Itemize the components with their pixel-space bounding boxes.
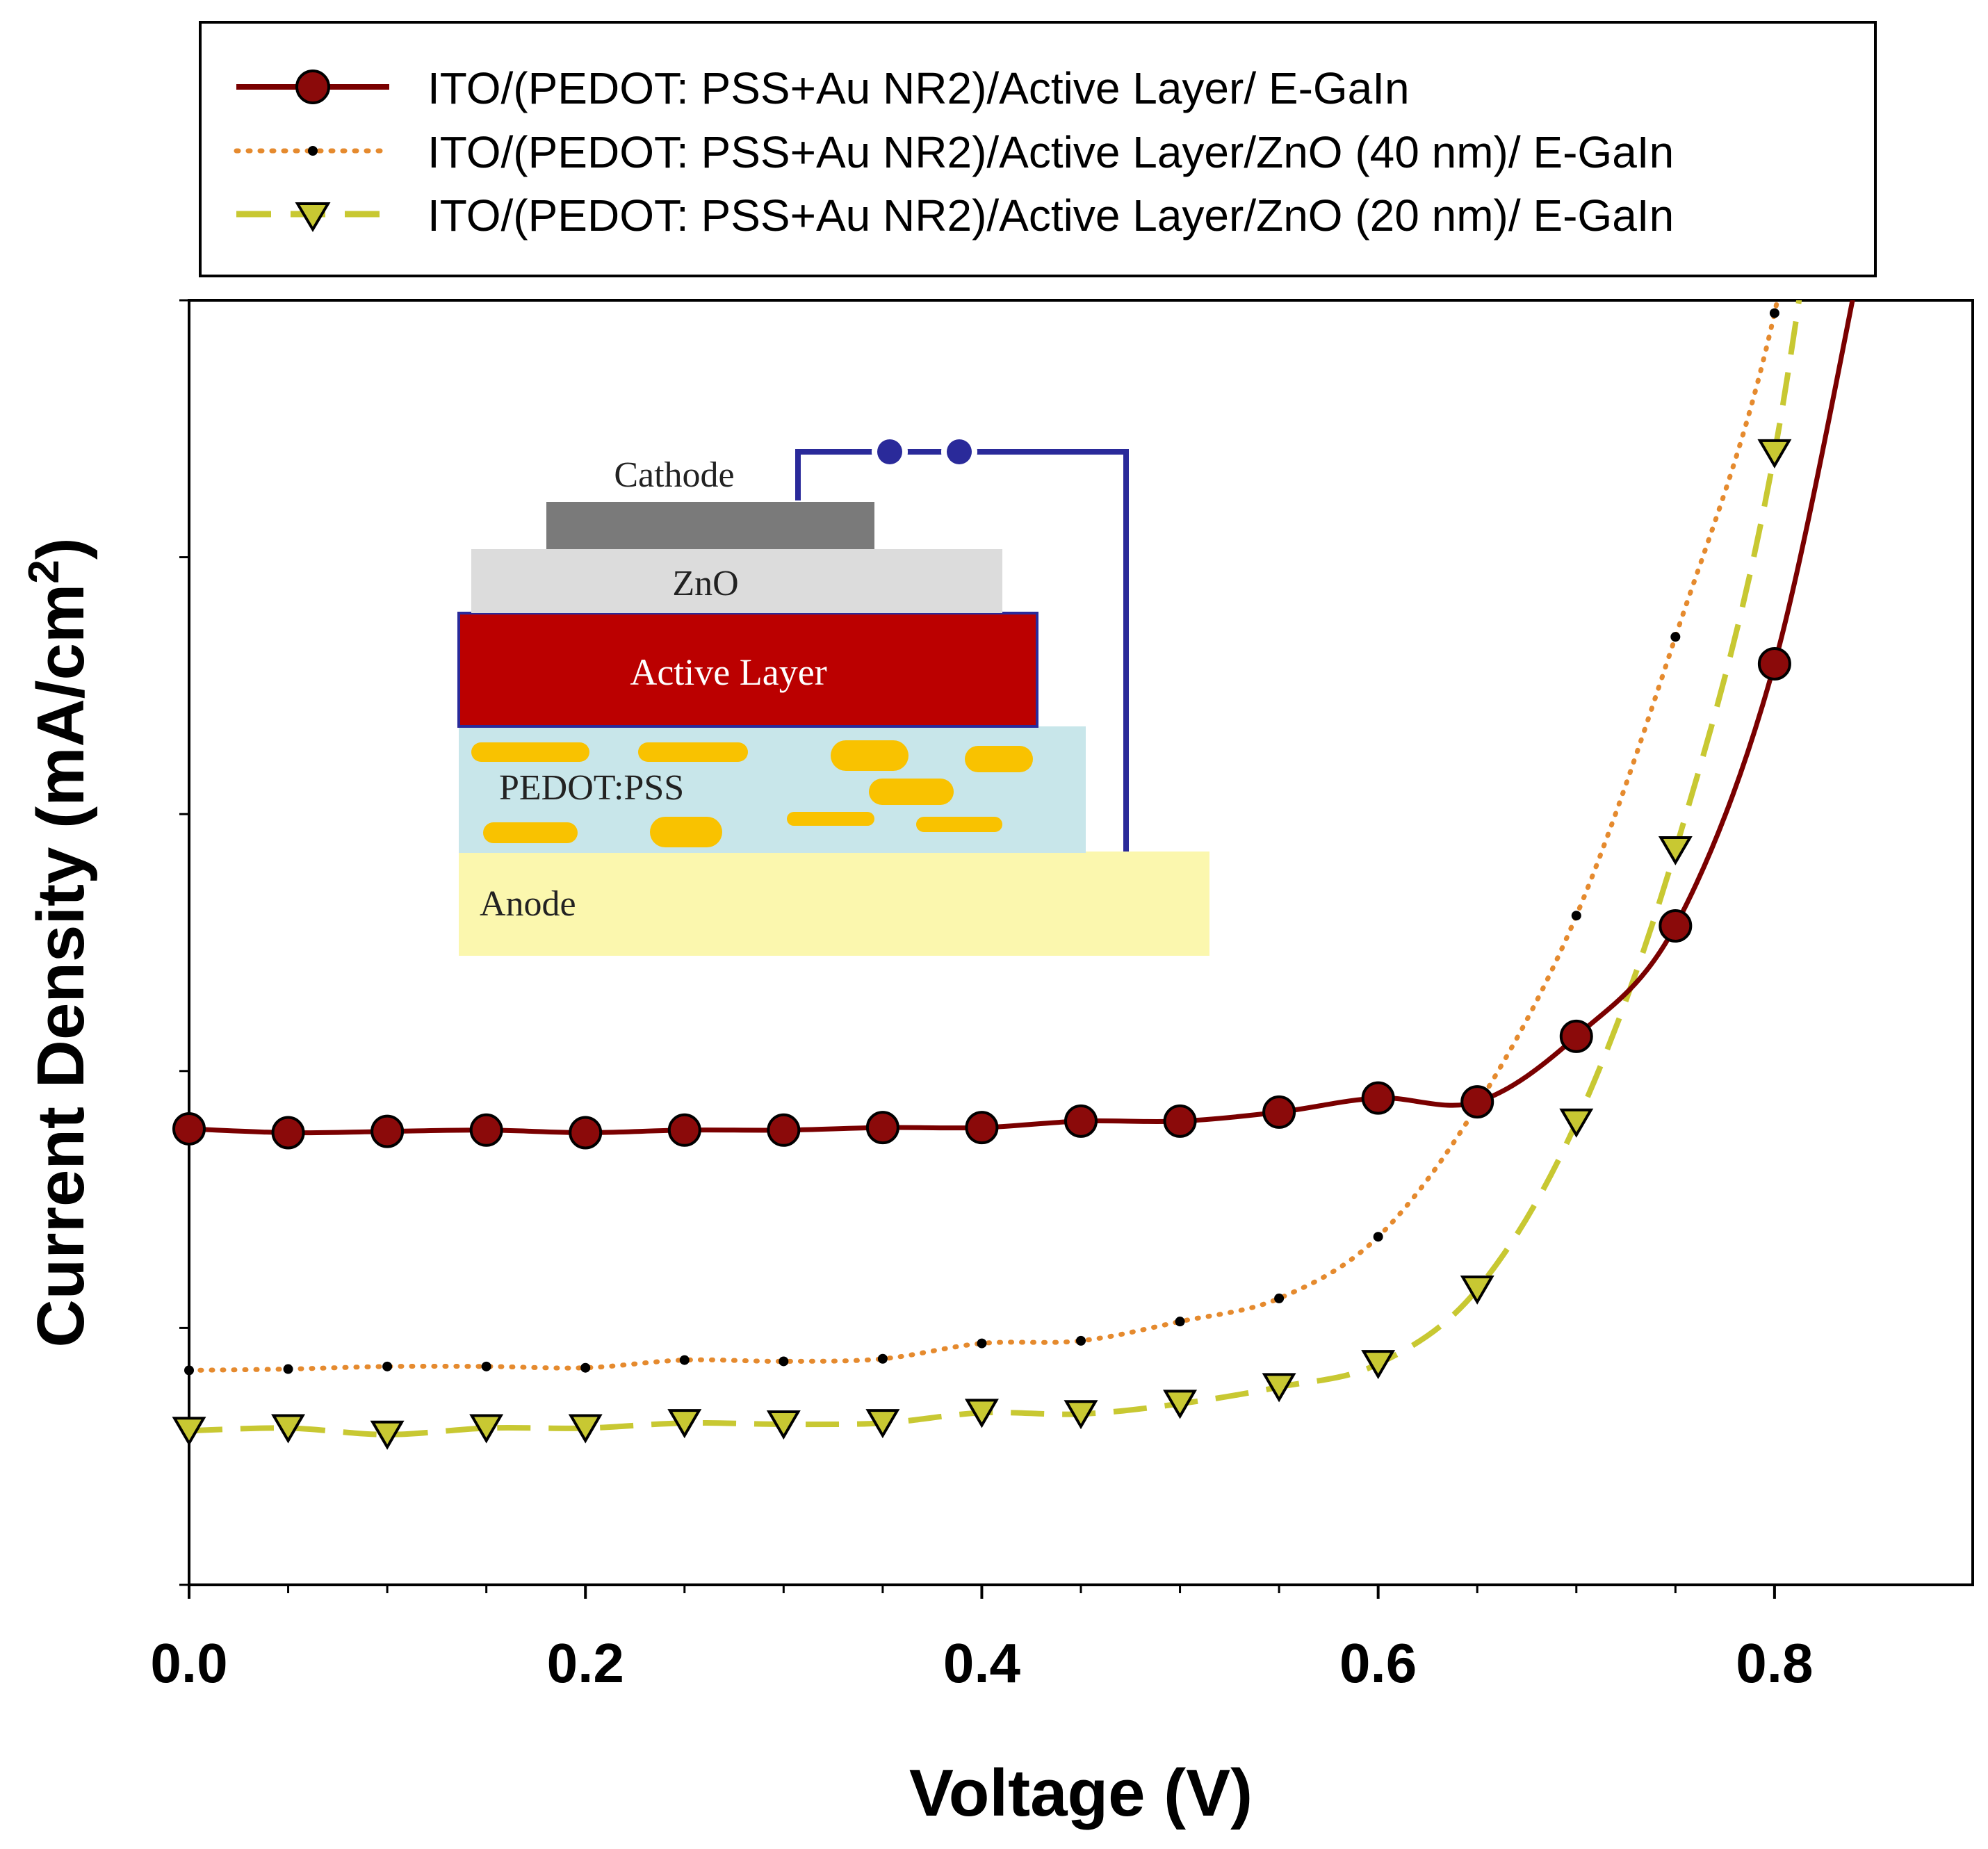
- terminal-right: [947, 439, 972, 464]
- data-point: [271, 1414, 306, 1444]
- data-point: [1559, 1019, 1593, 1053]
- nanorod: [787, 812, 874, 826]
- nanorod: [638, 742, 748, 762]
- data-point: [865, 1409, 900, 1439]
- data-point: [172, 1417, 206, 1447]
- data-point: [184, 1365, 194, 1376]
- x-tick-label: 0.6: [1339, 1632, 1417, 1694]
- device-schematic-inset: Anode PEDOT:PSS Active Layer ZnO Cathode: [457, 434, 1209, 956]
- x-tick-label: 0.0: [150, 1632, 227, 1694]
- data-point: [1274, 1293, 1285, 1303]
- data-point: [1658, 836, 1693, 865]
- data-point: [964, 1399, 999, 1428]
- legend: ITO/(PEDOT: PSS+Au NR2)/Active Layer/ E-…: [199, 21, 1877, 277]
- data-point: [1262, 1373, 1296, 1403]
- data-point: [865, 1111, 899, 1145]
- data-point: [1659, 909, 1693, 943]
- data-point: [1064, 1400, 1098, 1430]
- data-point: [1460, 1275, 1494, 1305]
- data-point: [1262, 1095, 1296, 1129]
- data-point: [271, 1116, 305, 1150]
- data-point: [667, 1113, 701, 1147]
- active-layer-label: Active Layer: [630, 651, 826, 693]
- cathode-layer: [546, 502, 874, 549]
- zno-layer: [471, 549, 1002, 613]
- terminal-left: [877, 439, 902, 464]
- cathode-label: Cathode: [614, 455, 734, 495]
- data-point: [1670, 632, 1681, 642]
- active-layer: [457, 612, 1038, 728]
- y-axis: [179, 299, 189, 1586]
- data-point: [172, 1111, 206, 1146]
- series-layer: [172, 300, 1855, 1450]
- data-point: [568, 1414, 603, 1444]
- data-point: [1175, 1317, 1185, 1327]
- x-tick-label: 0.8: [1736, 1632, 1813, 1694]
- data-point: [877, 1353, 888, 1364]
- data-point: [1571, 911, 1581, 921]
- data-point: [1769, 308, 1779, 318]
- nanorod: [916, 817, 1002, 832]
- zno-label: ZnO: [672, 564, 738, 603]
- nanorod: [965, 746, 1033, 772]
- data-point: [766, 1410, 801, 1440]
- legend-label-2: ITO/(PEDOT: PSS+Au NR2)/Active Layer/ZnO…: [427, 127, 1674, 177]
- y-axis-title-superscript: 2: [20, 560, 68, 583]
- data-point: [1361, 1350, 1396, 1380]
- data-point: [569, 1116, 603, 1150]
- data-point: [469, 1113, 503, 1147]
- anode-layer: [459, 852, 1209, 956]
- series-line: [189, 300, 1802, 1437]
- series-2: [184, 300, 1780, 1376]
- nanorod: [869, 779, 954, 805]
- data-point: [667, 1409, 702, 1439]
- nanorod: [471, 742, 589, 762]
- data-point: [1064, 1104, 1098, 1138]
- data-point: [1076, 1335, 1086, 1346]
- x-tick-label: 0.2: [547, 1632, 624, 1694]
- data-point: [382, 1361, 393, 1371]
- y-axis-title-main: Current Density (mA/cm: [24, 584, 98, 1348]
- legend-label-3: ITO/(PEDOT: PSS+Au NR2)/Active Layer/ZnO…: [427, 190, 1674, 241]
- data-point: [469, 1414, 504, 1444]
- data-point: [1757, 646, 1791, 681]
- series-1: [172, 300, 1855, 1150]
- x-axis: 0.0 0.2 0.4 0.6 0.8: [150, 1585, 1813, 1694]
- series-3: [172, 300, 1802, 1450]
- data-point: [977, 1338, 987, 1349]
- anode-label: Anode: [480, 884, 576, 924]
- series-line: [189, 300, 1780, 1373]
- data-point: [1163, 1390, 1198, 1419]
- legend-swatch-marker-1: [295, 70, 330, 104]
- data-point: [370, 1420, 405, 1450]
- legend-swatch-marker-2: [308, 146, 318, 156]
- data-point: [283, 1364, 293, 1374]
- data-point: [481, 1361, 491, 1371]
- data-point: [370, 1114, 405, 1148]
- data-point: [779, 1356, 789, 1367]
- nanorod: [650, 817, 722, 847]
- data-point: [1361, 1081, 1395, 1115]
- data-point: [965, 1111, 999, 1145]
- x-tick-label: 0.4: [943, 1632, 1021, 1694]
- data-point: [1757, 439, 1792, 469]
- data-point: [1460, 1085, 1494, 1119]
- data-point: [580, 1362, 591, 1373]
- legend-label-1: ITO/(PEDOT: PSS+Au NR2)/Active Layer/ E-…: [427, 63, 1410, 113]
- y-axis-title: Current Density (mA/cm2): [20, 537, 98, 1347]
- legend-swatch-marker-3: [295, 202, 331, 232]
- data-point: [1559, 1108, 1594, 1138]
- nanorod: [483, 822, 578, 843]
- legend-frame: [199, 21, 1877, 277]
- y-axis-title-close: ): [24, 537, 98, 560]
- data-point: [1163, 1104, 1197, 1138]
- x-axis-title: Voltage (V): [909, 1756, 1253, 1830]
- au-nanorods: [471, 740, 1033, 847]
- data-point: [1373, 1232, 1383, 1242]
- data-point: [767, 1113, 801, 1147]
- data-point: [679, 1355, 690, 1365]
- nanorod: [831, 740, 909, 771]
- pedot-pss-label: PEDOT:PSS: [499, 768, 684, 808]
